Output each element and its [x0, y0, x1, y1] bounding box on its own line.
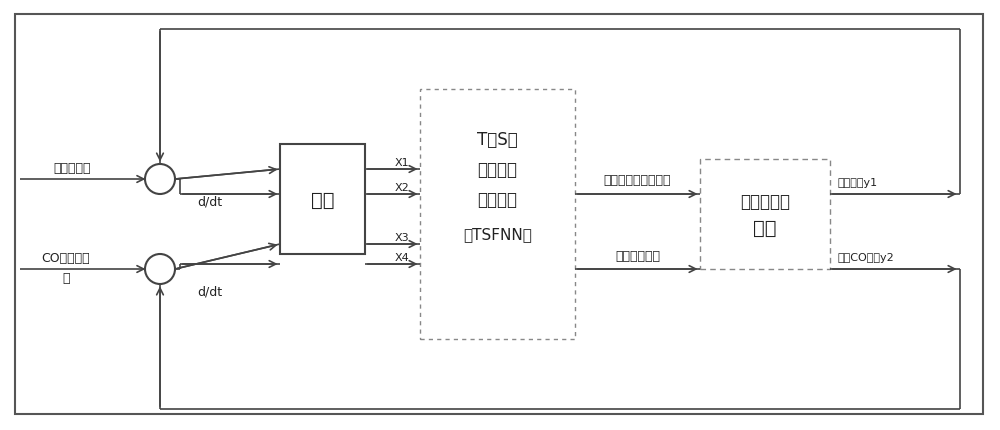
Text: 实际CO含量y2: 实际CO含量y2: [838, 252, 895, 262]
Text: 窑头喂煤传送带电流: 窑头喂煤传送带电流: [604, 174, 671, 187]
Text: 高温风机频率: 高温风机频率: [615, 249, 660, 262]
Text: T－S模: T－S模: [477, 131, 518, 149]
Text: X2: X2: [395, 183, 409, 193]
Text: d/dt: d/dt: [197, 195, 223, 208]
Circle shape: [145, 165, 175, 194]
Bar: [280, 144, 365, 255]
Text: X3: X3: [395, 233, 409, 243]
Text: 分解炉实际: 分解炉实际: [740, 193, 790, 211]
Text: d/dt: d/dt: [197, 285, 223, 298]
Text: 量化: 量化: [311, 190, 334, 209]
Text: 值: 值: [62, 271, 70, 284]
Text: 实际温度y1: 实际温度y1: [838, 178, 878, 187]
Circle shape: [145, 255, 175, 284]
Bar: [700, 160, 830, 269]
Text: 络控制器: 络控制器: [478, 190, 518, 209]
Text: CO含量设定: CO含量设定: [42, 251, 90, 264]
Text: X1: X1: [395, 158, 409, 168]
Text: 糊神经网: 糊神经网: [478, 161, 518, 178]
Text: 模型: 模型: [753, 218, 777, 237]
Bar: [420, 90, 575, 339]
Text: X4: X4: [395, 252, 409, 262]
Text: （TSFNN）: （TSFNN）: [463, 227, 532, 242]
Text: 温度设定值: 温度设定值: [53, 161, 91, 174]
